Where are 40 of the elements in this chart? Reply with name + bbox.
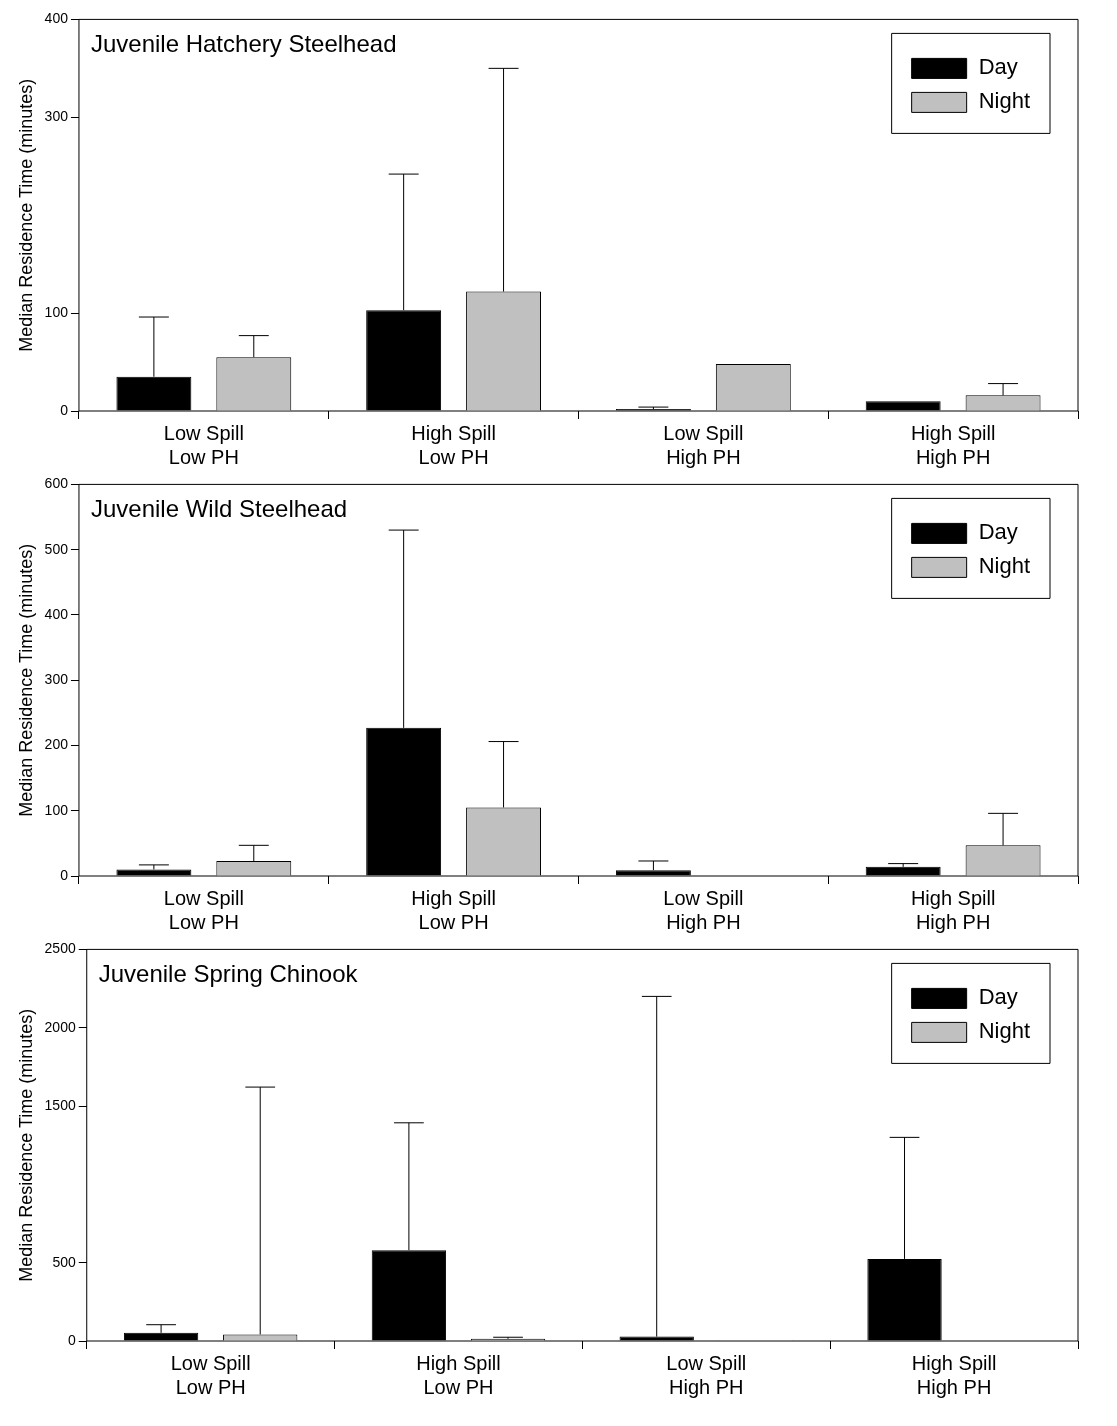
y-tick-label: 0 xyxy=(67,1331,76,1348)
legend-label: Day xyxy=(978,519,1018,545)
y-tick-label: 100 xyxy=(44,801,69,818)
y-tick-label: 0 xyxy=(60,401,69,418)
x-tick-label: High Spill Low PH xyxy=(411,421,496,468)
text: Juvenile Spring Chinook xyxy=(98,960,359,988)
x-tick-label: Low Spill Low PH xyxy=(163,886,244,933)
legend-label: Day xyxy=(978,54,1018,80)
y-tick-label: 300 xyxy=(44,671,69,688)
y-axis-title: Median Residence Time (minutes) xyxy=(15,78,36,352)
x-tick-label: High Spill Low PH xyxy=(411,886,496,933)
x-tick-label: High Spill High PH xyxy=(910,421,996,468)
x-tick-label: Low Spill Low PH xyxy=(163,421,244,468)
y-tick-label: 400 xyxy=(44,10,69,27)
y-tick-label: 0 xyxy=(60,866,69,883)
y-axis-title: Median Residence Time (minutes) xyxy=(15,1008,36,1282)
legend-label: Night xyxy=(978,553,1030,579)
legend-label: Night xyxy=(978,88,1030,114)
y-tick-label: 2000 xyxy=(44,1018,76,1035)
x-tick-label: Low Spill Low PH xyxy=(170,1351,251,1398)
text: Juvenile Wild Steelhead xyxy=(90,495,348,523)
y-tick-label: 600 xyxy=(44,475,69,492)
y-tick-label: 1500 xyxy=(44,1096,76,1113)
x-tick-label: Low Spill High PH xyxy=(663,421,744,468)
x-tick-label: Low Spill High PH xyxy=(666,1351,747,1398)
y-tick-label: 500 xyxy=(52,1253,76,1270)
y-tick-label: 2500 xyxy=(44,940,76,957)
y-axis-title: Median Residence Time (minutes) xyxy=(15,543,36,817)
legend-label: Night xyxy=(978,1018,1030,1044)
legend-label: Day xyxy=(978,984,1018,1010)
x-tick-label: High Spill Low PH xyxy=(416,1351,501,1398)
y-tick-label: 400 xyxy=(44,605,69,622)
y-tick-label: 500 xyxy=(44,540,69,557)
x-tick-label: High Spill High PH xyxy=(910,886,996,933)
text: Juvenile Hatchery Steelhead xyxy=(90,30,397,58)
y-tick-label: 200 xyxy=(44,736,69,753)
x-tick-label: Low Spill High PH xyxy=(663,886,744,933)
y-tick-label: 300 xyxy=(44,108,69,125)
y-tick-label: 100 xyxy=(44,303,69,320)
x-tick-label: High Spill High PH xyxy=(911,1351,997,1398)
